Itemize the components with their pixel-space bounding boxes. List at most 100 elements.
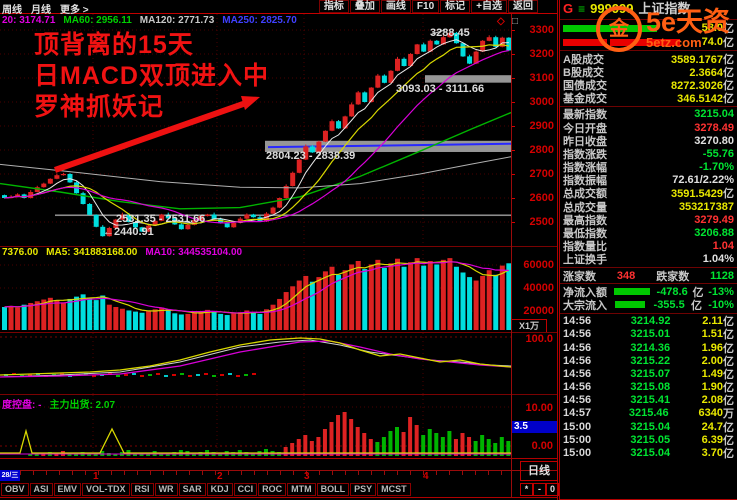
tick-amount: 1.96 <box>701 341 723 354</box>
quote-row: 昨日收盘 3270.80 <box>560 134 737 148</box>
tick-row[interactable]: 14:56 3215.41 2.08 亿 <box>560 394 737 407</box>
flow-value: -478.6 <box>656 285 688 298</box>
tick-amount: 1.90 <box>701 381 723 394</box>
volume-chart-canvas[interactable] <box>0 246 512 332</box>
main-axis-tick-label: 3100 <box>529 72 554 84</box>
toolbar-button[interactable]: 返回 <box>508 0 538 13</box>
zoom-button[interactable]: * <box>520 483 533 496</box>
axis-tick <box>511 222 515 223</box>
indicator-tab[interactable]: ASI <box>29 483 53 496</box>
indicator-tab[interactable]: SAR <box>178 483 206 496</box>
ruler-number: 4 <box>423 471 429 482</box>
quote-header-part: G <box>563 1 574 16</box>
indicator-tab[interactable]: CCI <box>233 483 258 496</box>
p4-current-value-badge: 3.5 <box>512 421 558 433</box>
quote-row-value: 1.04 <box>713 240 734 252</box>
main-chart-canvas[interactable] <box>0 14 512 246</box>
diamond-tool-icon[interactable]: ◇ <box>497 16 505 27</box>
indicator-tab[interactable]: KDJ <box>206 483 233 496</box>
bar-segment <box>563 24 597 32</box>
quote-row-value: 346.5142亿 <box>677 90 734 106</box>
tick-amount: 24.7 <box>701 420 723 433</box>
indicator-tab[interactable]: ROC <box>258 483 287 496</box>
indicator-tab[interactable]: BOLL <box>316 483 350 496</box>
indicator-tab[interactable]: OBV <box>1 483 29 496</box>
value: 3589.1767 <box>671 53 723 66</box>
tick-time: 14:56 <box>563 367 592 380</box>
tick-row[interactable]: 14:56 3215.22 2.00 亿 <box>560 354 737 368</box>
tick-row[interactable]: 15:00 3215.05 6.39 亿 <box>560 433 737 447</box>
indicator4-canvas[interactable] <box>0 395 511 458</box>
bar-segment <box>610 38 680 46</box>
indicator-tab[interactable]: MCST <box>377 483 411 496</box>
watermark-title: 5e天资 <box>646 6 731 37</box>
zoom-button[interactable]: - <box>533 483 546 496</box>
volume-ma-line: 7376.00 MA5: 341883168.00 MA10: 344535104.… <box>2 247 250 258</box>
top-menu-bar: 周线 月线 更多 > 指标 叠加 画线 F10 标记 +自选 返回 <box>0 0 558 16</box>
indicator-tab[interactable]: VOL-TDX <box>82 483 130 496</box>
quote-row-label: 最低指数 <box>563 228 607 241</box>
advance-decline-part: 1128 <box>710 269 734 282</box>
square-tool-icon[interactable]: □ <box>512 16 519 27</box>
main-axis-tick-label: 2600 <box>529 192 554 204</box>
advance-decline-row: 涨家数 348 跌家数 1128 <box>560 269 737 283</box>
zoom-button[interactable]: 0 <box>546 483 559 496</box>
menu-item[interactable]: 月线 <box>31 5 51 16</box>
menu-item[interactable]: 周线 <box>2 5 22 16</box>
indicator4-header: 度控盘: - 主力出货: 2.07 <box>2 396 123 411</box>
tick-row[interactable]: 14:56 3215.07 1.49 亿 <box>560 367 737 381</box>
tick-row[interactable]: 14:56 3215.08 1.90 亿 <box>560 381 737 394</box>
tick-row[interactable]: 14:56 3214.92 2.11 亿 <box>560 315 737 328</box>
flow-percent: -13% <box>708 285 734 298</box>
period-daily-button[interactable]: 日线 <box>520 461 558 481</box>
indicator-tab[interactable]: MTM <box>287 483 316 496</box>
tick-price: 3214.36 <box>630 341 671 354</box>
tick-row[interactable]: 15:00 3215.04 3.70 亿 <box>560 446 737 461</box>
tick-row[interactable]: 14:56 3215.01 1.51 亿 <box>560 328 737 341</box>
tick-time: 14:57 <box>563 407 592 420</box>
divider <box>560 105 737 107</box>
main-axis-tick-label: 2800 <box>529 144 554 156</box>
tick-unit: 亿 <box>723 329 734 342</box>
flow-bar <box>615 301 646 309</box>
tick-row[interactable]: 14:56 3214.36 1.96 亿 <box>560 341 737 355</box>
quote-row-label: 指数涨幅 <box>563 162 607 175</box>
indicator-tab[interactable]: RSI <box>130 483 154 496</box>
indicator-tab[interactable]: WR <box>154 483 178 496</box>
toolbar-button[interactable]: 指标 <box>318 0 349 13</box>
tick-price: 3214.92 <box>630 315 671 328</box>
menu-item[interactable]: 更多 > <box>60 5 89 16</box>
tick-unit: 亿 <box>723 368 734 381</box>
ruler-number: 3 <box>304 471 310 482</box>
tick-row[interactable]: 15:00 3215.04 24.7 亿 <box>560 420 737 434</box>
period-menu[interactable]: 周线 月线 更多 > <box>2 1 98 16</box>
indicator3-canvas[interactable] <box>0 333 512 394</box>
flow-label: 大宗流入 <box>563 299 607 312</box>
tick-unit: 亿 <box>723 421 734 434</box>
indicator-tab[interactable]: PSY <box>350 483 377 496</box>
quote-row: 最低指数 3206.88 <box>560 226 737 241</box>
quote-row-label: 指数涨跌 <box>563 148 607 161</box>
axis-tick <box>511 174 515 175</box>
toolbar-button[interactable]: 叠加 <box>349 0 380 13</box>
quote-row: B股成交 2.3664亿 <box>560 65 737 79</box>
toolbar-buttons: 指标 叠加 画线 F10 标记 +自选 返回 <box>318 0 538 13</box>
quote-row-value: 3215.04 <box>694 108 734 120</box>
quote-row-label: B股成交 <box>563 66 604 79</box>
toolbar-button[interactable]: +自选 <box>471 0 507 13</box>
money-flow-row: 大宗流入 -355.5 亿 -10% <box>560 298 737 312</box>
tick-row[interactable]: 14:57 3215.46 6340 万 <box>560 407 737 420</box>
indicator-tab[interactable]: EMV <box>53 483 82 496</box>
tick-amount: 2.00 <box>701 354 723 367</box>
toolbar-button[interactable]: 标记 <box>440 0 471 13</box>
tick-unit: 亿 <box>723 448 734 461</box>
value: -55.76 <box>702 147 734 160</box>
bar-unit: 亿 <box>723 23 734 35</box>
quote-row-value: -55.76 <box>703 148 734 160</box>
tick-unit: 亿 <box>723 382 734 395</box>
bar-value: 74.0 <box>701 36 723 48</box>
toolbar-button[interactable]: 画线 <box>380 0 411 13</box>
quote-header-part: 上证指数 <box>638 1 691 16</box>
toolbar-button[interactable]: F10 <box>411 0 440 13</box>
zone-mid-label: 2804.23 - 2838.39 <box>266 150 356 162</box>
